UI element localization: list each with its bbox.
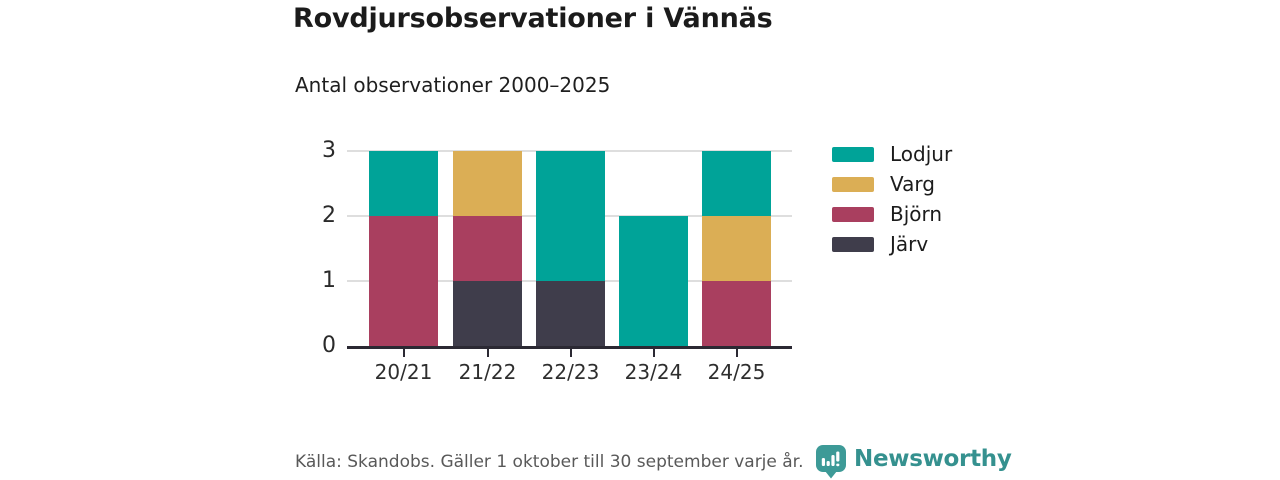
chart-plot: 20/21 21/22 22/23 23/24 24/25	[347, 150, 792, 384]
legend-item-lodjur: Lodjur	[832, 141, 952, 167]
x-axis-tick	[486, 349, 489, 357]
bar-segment-20-21-lodjur	[369, 151, 438, 216]
newsworthy-wordmark: Newsworthy	[854, 446, 1012, 472]
x-axis-tick	[735, 349, 738, 357]
bar-segment-24-25-björn	[702, 281, 771, 346]
x-axis-tick-label: 21/22	[458, 360, 517, 384]
x-axis-tick-label: 22/23	[541, 360, 600, 384]
bar-segment-21-22-björn	[453, 216, 522, 281]
source-note: Källa: Skandobs. Gäller 1 oktober till 3…	[295, 452, 804, 472]
legend-swatch	[832, 206, 874, 222]
bar-segment-21-22-varg	[453, 151, 522, 216]
x-axis-line	[347, 346, 792, 349]
legend-item-järv: Järv	[832, 231, 952, 257]
legend-swatch	[832, 176, 874, 192]
legend-label: Järv	[890, 232, 929, 256]
bar-segment-24-25-varg	[702, 216, 771, 281]
newsworthy-logo-icon	[815, 444, 847, 479]
legend-swatch	[832, 146, 874, 162]
y-axis-tick-label: 3	[322, 138, 336, 163]
legend-item-varg: Varg	[832, 171, 952, 197]
bar-segment-22-23-lodjur	[536, 151, 605, 281]
x-axis-tick	[652, 349, 655, 357]
legend-label: Björn	[890, 202, 943, 226]
newsworthy-brand: Newsworthy	[815, 444, 1012, 479]
y-axis-tick-label: 0	[322, 333, 336, 358]
legend-item-björn: Björn	[832, 201, 952, 227]
x-axis-tick	[569, 349, 572, 357]
y-axis-tick-label: 2	[322, 203, 336, 228]
legend: Lodjur Varg Björn Järv	[832, 141, 952, 257]
bar-segment-20-21-björn	[369, 216, 438, 346]
legend-swatch	[832, 236, 874, 252]
legend-label: Varg	[890, 172, 935, 196]
x-axis-tick-label: 20/21	[374, 360, 433, 384]
chart-title: Rovdjursobservationer i Vännäs	[293, 3, 773, 34]
legend-label: Lodjur	[890, 142, 953, 166]
bar-segment-22-23-järv	[536, 281, 605, 346]
x-axis-tick-label: 24/25	[707, 360, 766, 384]
x-axis-tick	[402, 349, 405, 357]
chart-subtitle: Antal observationer 2000–2025	[295, 73, 611, 97]
y-axis-tick-label: 1	[322, 268, 336, 293]
bar-segment-24-25-lodjur	[702, 151, 771, 216]
bar-segment-21-22-järv	[453, 281, 522, 346]
x-axis-tick-label: 23/24	[624, 360, 683, 384]
bar-segment-23-24-lodjur	[619, 216, 688, 346]
